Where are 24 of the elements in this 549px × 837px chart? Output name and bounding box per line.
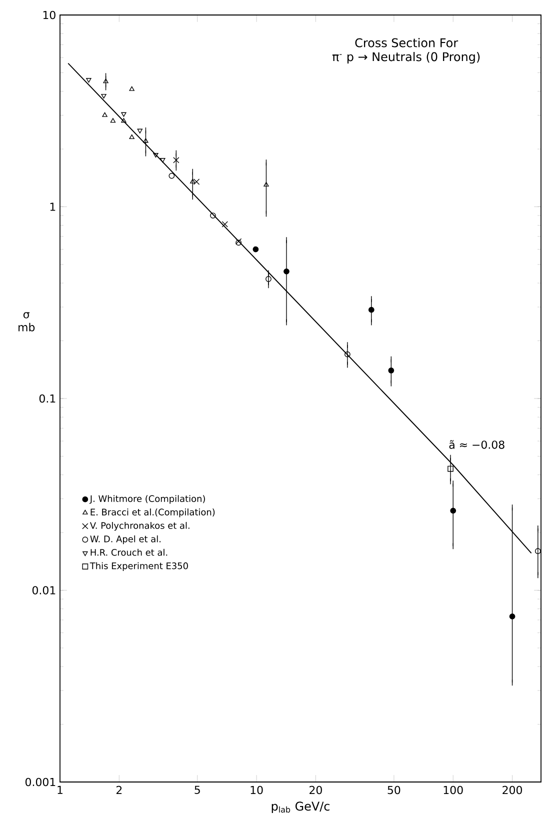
x-tick-label: 2: [116, 786, 122, 794]
annotation: ã ≈ −0.08: [449, 440, 504, 449]
text: Cross Section For: [355, 38, 458, 48]
x-tick-label: 1: [58, 786, 62, 794]
x-tick-label: 200: [502, 786, 522, 794]
y-tick-label: 0.01: [32, 586, 56, 594]
legend-label: H.R. Crouch et al.: [90, 548, 168, 556]
x-tick-label: 5: [194, 786, 200, 794]
legend-label: V. Polychronakos et al.: [90, 522, 190, 531]
y-tick-label: 10: [43, 10, 56, 20]
y-tick-label: 1: [50, 202, 56, 211]
y-axis-title: σ mb: [18, 312, 35, 332]
legend-label: E. Bracci et al.(Compilation): [90, 508, 215, 518]
x-axis-title: p$_{lab}$ GeV/c: [272, 802, 330, 814]
y-tick-label: 0.001: [25, 778, 56, 786]
x-tick-label: 10: [250, 786, 263, 794]
legend-label: This Experiment E350: [90, 562, 188, 571]
text: π$^{-}$ p → Neutrals (0 Prong): [332, 52, 480, 64]
y-tick-label: 0.1: [39, 394, 56, 403]
x-tick-label: 50: [388, 786, 400, 794]
x-tick-label: 100: [444, 786, 463, 794]
legend-label: J. Whitmore (Compilation): [89, 495, 205, 504]
legend-label: W. D. Apel et al.: [90, 535, 160, 544]
x-tick-label: 20: [310, 786, 322, 794]
